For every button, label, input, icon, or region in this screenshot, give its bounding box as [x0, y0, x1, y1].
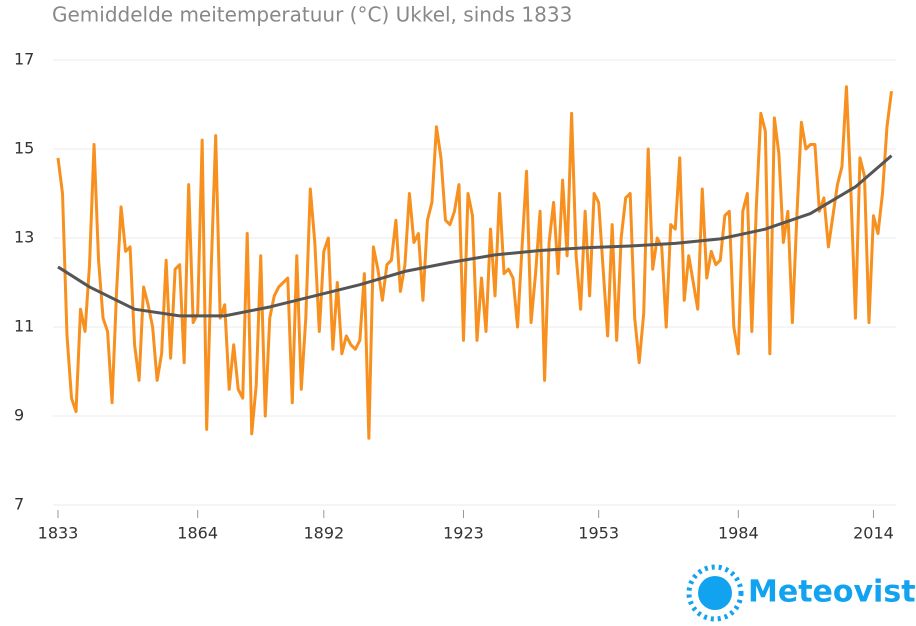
x-tick-label: 1953 — [578, 524, 619, 543]
x-tick-label: 1864 — [177, 524, 218, 543]
y-tick-label: 9 — [14, 406, 24, 425]
series-line — [57, 154, 893, 318]
x-tick-label: 1833 — [38, 524, 79, 543]
y-tick-label: 17 — [14, 50, 34, 69]
y-tick-label: 11 — [14, 317, 34, 336]
brand: Meteovista — [748, 575, 916, 610]
x-tick-label: 1984 — [718, 524, 759, 543]
chart-title: Gemiddelde meitemperatuur (°C) Ukkel, si… — [52, 3, 572, 27]
x-tick-label: 1923 — [443, 524, 484, 543]
logo: Meteovista — [686, 564, 916, 622]
series-line — [56, 85, 893, 440]
y-tick-label: 7 — [14, 495, 24, 514]
logo-sun — [698, 576, 732, 610]
y-tick-label: 13 — [14, 228, 34, 247]
y-tick-label: 15 — [14, 139, 34, 158]
x-tick-label: 1892 — [303, 524, 344, 543]
x-tick-label: 2014 — [853, 524, 894, 543]
logo-rays — [686, 564, 744, 622]
